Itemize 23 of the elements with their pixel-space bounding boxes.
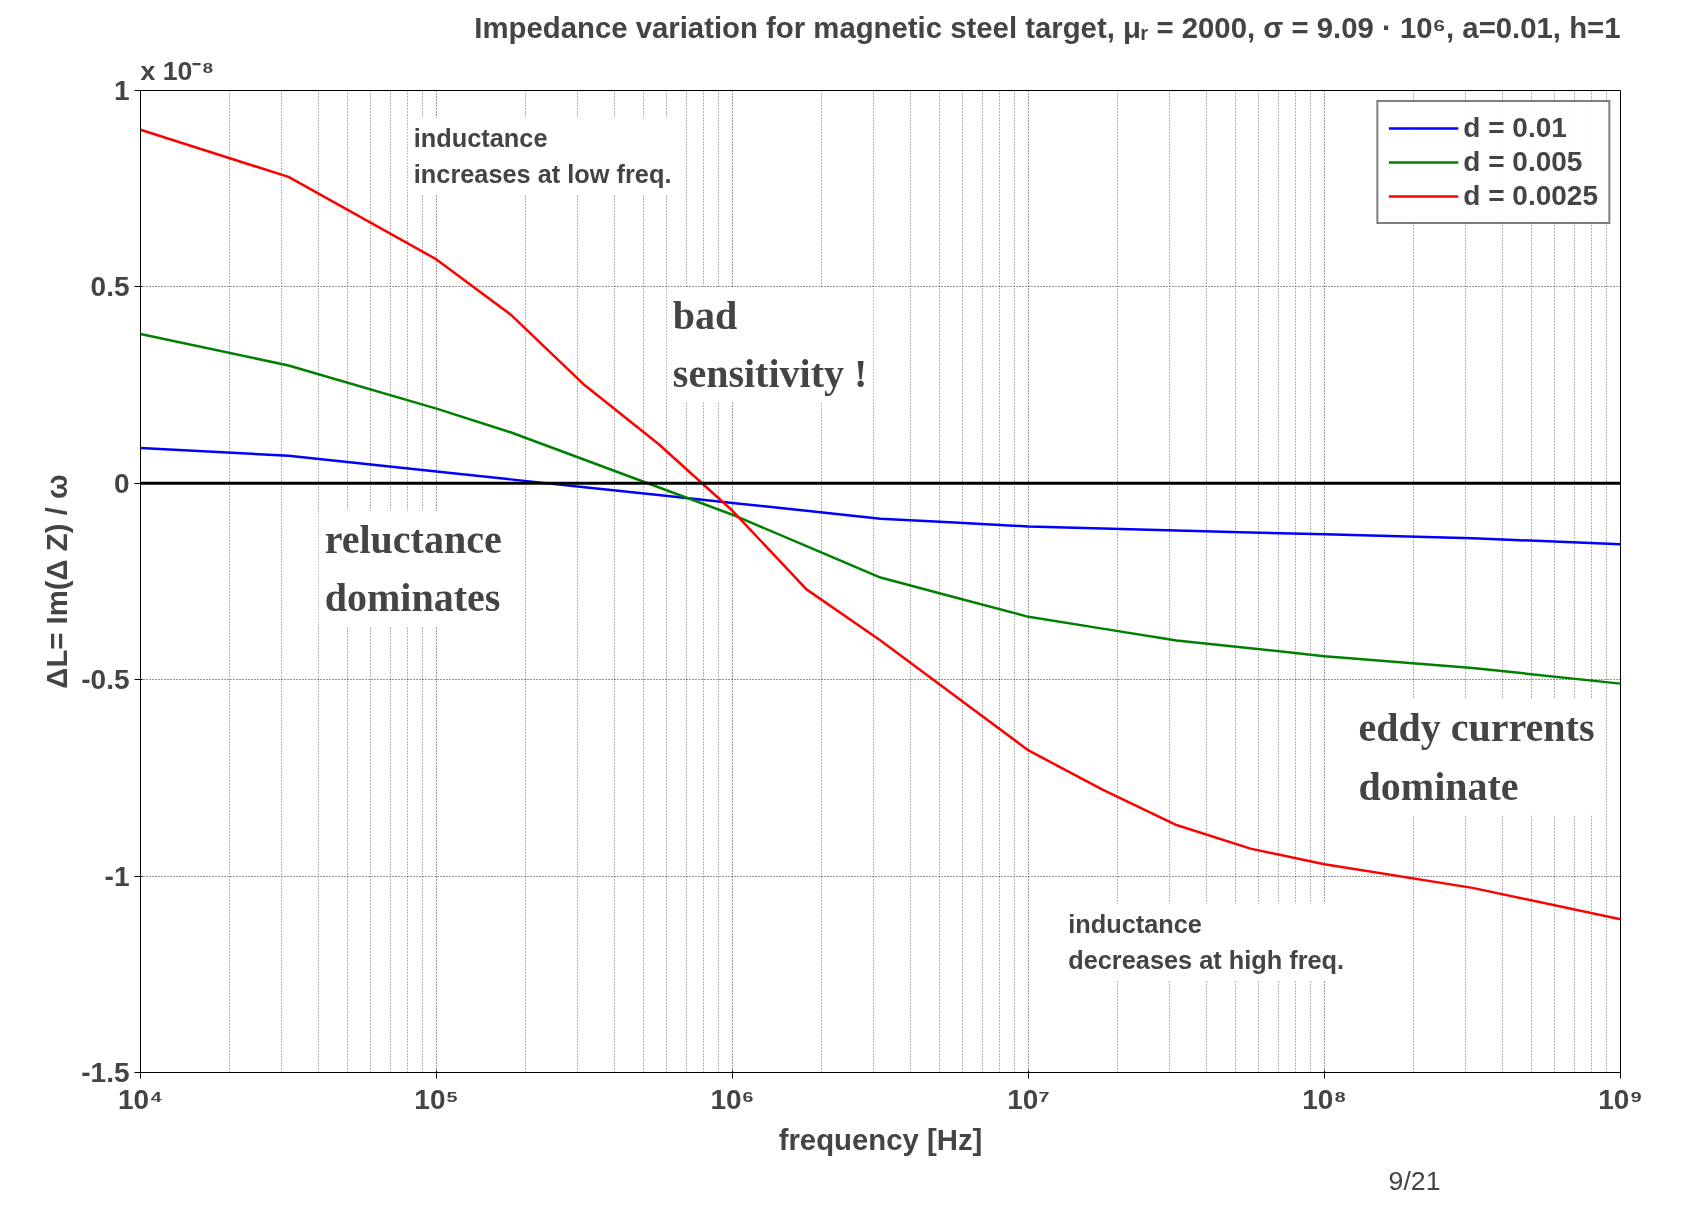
text: 9/21 [1388, 1165, 1441, 1196]
chart-title: Impedance variation for magnetic steel target, μᵣ = 2000, σ = 9.09 · 10⁶, a=0.01, h=1 [474, 10, 1621, 44]
annotation: inductance increases at low freq. [413, 124, 672, 189]
annotation: eddy currents dominate [1358, 705, 1595, 809]
x-tick-label: 10⁹ [1598, 1083, 1643, 1115]
x-tick-label: 10⁶ [710, 1083, 755, 1115]
y-tick-label: -1 [104, 860, 130, 892]
y-tick-label: 1 [113, 75, 130, 106]
legend-label: d = 0.01 [1463, 112, 1567, 144]
annotation: bad sensitivity ! [672, 292, 868, 397]
legend-label: d = 0.005 [1463, 146, 1583, 178]
y-axis-title: ΔL= Im(Δ Z) / ω [40, 474, 74, 689]
y-tick-label: 0.5 [90, 271, 130, 303]
x-tick-label: 10⁵ [414, 1083, 459, 1115]
x-tick-label: 10⁷ [1007, 1083, 1050, 1115]
legend-label: d = 0.0025 [1463, 180, 1598, 212]
y-tick-label: 0 [113, 467, 130, 499]
x-tick-label: 10⁸ [1302, 1083, 1347, 1115]
annotation: inductance decreases at high freq. [1068, 909, 1345, 974]
text: x 10⁻⁸ [140, 55, 214, 86]
annotation: reluctance dominates [324, 516, 502, 621]
y-tick-label: -0.5 [81, 664, 130, 696]
x-axis-title: frequency [Hz] [778, 1122, 983, 1156]
